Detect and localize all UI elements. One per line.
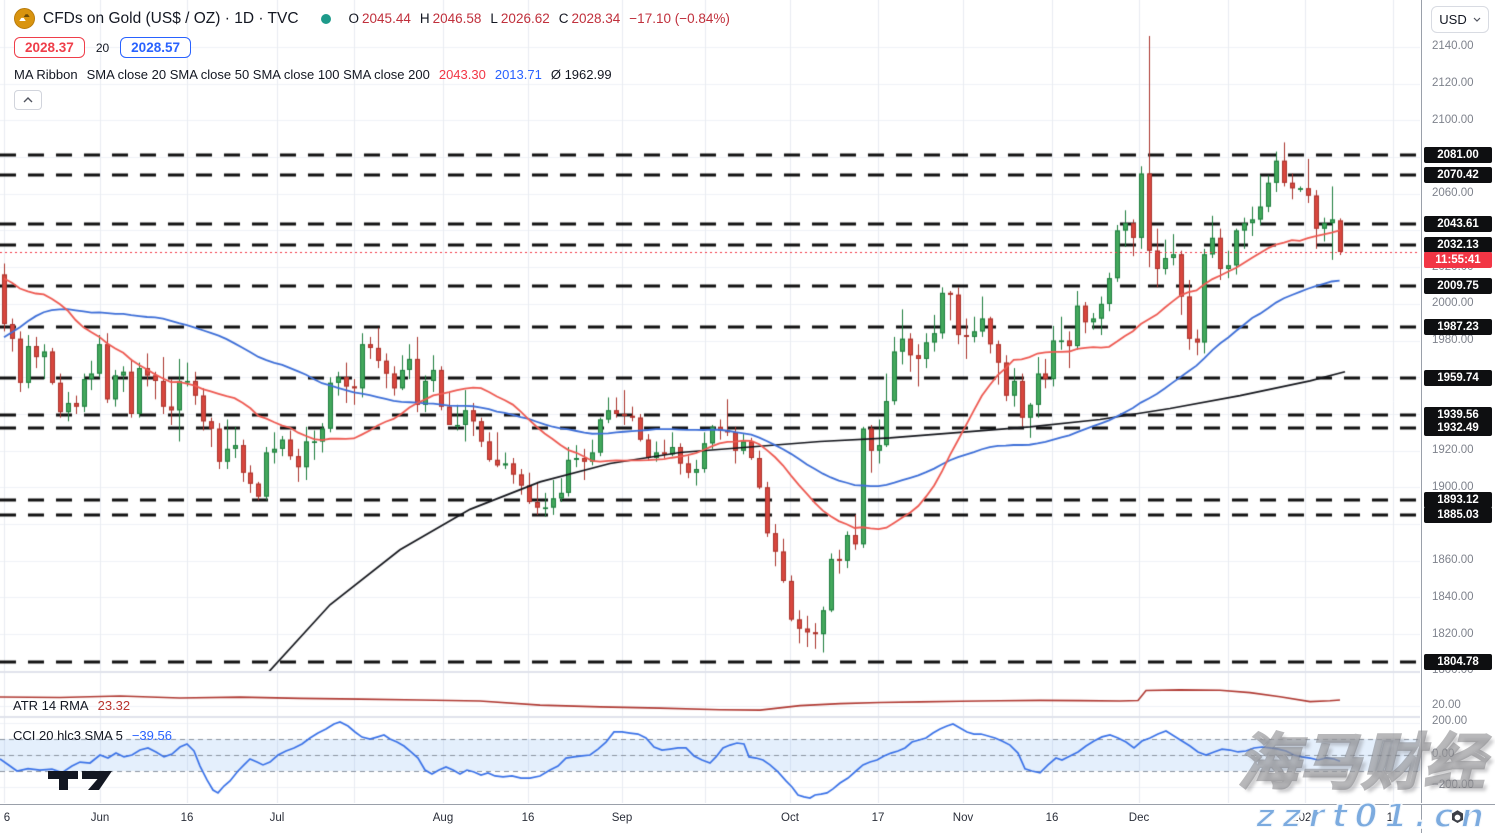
price-tick-label: 2060.00	[1432, 187, 1474, 199]
price-level-badge: 2009.75	[1424, 278, 1492, 294]
time-tick-label: 17	[871, 812, 885, 824]
price-tick-label: 2140.00	[1432, 40, 1474, 52]
price-level-badge: 1885.03	[1424, 507, 1492, 523]
price-tick-label: 1980.00	[1432, 334, 1474, 346]
price-level-badge: 2070.42	[1424, 167, 1492, 183]
time-tick-label: Sep	[611, 812, 633, 824]
atr-value: 23.32	[97, 698, 131, 713]
price-tick-label: 20.00	[1432, 699, 1461, 711]
sma-average-value: Ø 1962.99	[550, 67, 612, 82]
atr-pane-legend[interactable]: ATR 14 RMA 23.32	[13, 698, 130, 713]
price-level-badge: 1893.12	[1424, 492, 1492, 508]
market-status-dot	[320, 13, 331, 24]
price-level-badge: 2081.00	[1424, 147, 1492, 163]
price-level-badge: 2032.13	[1424, 237, 1492, 253]
currency-label: USD	[1439, 12, 1467, 27]
price-tick-label: 1820.00	[1432, 628, 1474, 640]
atr-label: ATR 14 RMA	[13, 698, 89, 713]
price-tick-label: 2000.00	[1432, 297, 1474, 309]
countdown-badge: 11:55:41	[1424, 252, 1492, 268]
price-tick-label: 0.00	[1432, 748, 1455, 760]
price-chart-canvas[interactable]	[0, 0, 1420, 803]
cci-pane-legend[interactable]: CCI 20 hlc3 SMA 5 −39.56	[13, 728, 172, 743]
change-value: −17.10 (−0.84%)	[629, 11, 730, 26]
indicator-legend[interactable]: MA Ribbon SMA close 20 SMA close 50 SMA …	[14, 67, 730, 82]
indicator-name: MA Ribbon	[14, 67, 78, 82]
symbol-legend: CFDs on Gold (US$ / OZ) · 1D · TVC O 2045…	[14, 8, 730, 110]
tradingview-logo[interactable]	[48, 771, 116, 791]
sma20-value: 2043.30	[438, 67, 486, 82]
price-axis[interactable]: USD 2140.002120.002100.002060.002020.002…	[1421, 0, 1495, 803]
time-tick-label: Oct	[781, 812, 799, 824]
price-tick-label: 1920.00	[1432, 444, 1474, 456]
time-tick-label: 6	[3, 812, 11, 824]
price-tick-label: 2120.00	[1432, 77, 1474, 89]
time-tick-label: 16	[1386, 812, 1400, 824]
buy-ask-button[interactable]: 2028.57	[120, 37, 191, 58]
price-tick-label: 2100.00	[1432, 114, 1474, 126]
time-axis[interactable]: 6 Jun 16 Jul Aug 16 Sep Oct 17 Nov 16 Dec 2024 16	[0, 804, 1495, 833]
sma50-value: 2013.71	[494, 67, 542, 82]
settings-gear-icon[interactable]	[1449, 809, 1466, 826]
sell-bid-button[interactable]: 2028.37	[14, 37, 85, 58]
price-level-badge: 1939.56	[1424, 407, 1492, 423]
time-tick-label: 2024	[1292, 812, 1318, 824]
price-level-badge: 1959.74	[1424, 370, 1492, 386]
time-tick-label: Jul	[269, 812, 285, 824]
price-level-badge: 1987.23	[1424, 319, 1492, 335]
currency-dropdown[interactable]: USD	[1431, 6, 1489, 33]
axis-corner	[1421, 805, 1495, 833]
symbol-title[interactable]: CFDs on Gold (US$ / OZ) · 1D · TVC	[43, 9, 299, 27]
price-tick-label: 200.00	[1432, 715, 1468, 727]
time-tick-label: Dec	[1128, 812, 1150, 824]
gold-symbol-icon	[14, 8, 35, 29]
price-level-badge: 1804.78	[1424, 654, 1492, 670]
chevron-down-icon	[1473, 17, 1481, 22]
time-tick-label: 16	[180, 812, 194, 824]
collapse-legend-button[interactable]	[14, 90, 42, 110]
price-tick-label: 1900.00	[1432, 481, 1474, 493]
price-level-badge: 2043.61	[1424, 216, 1492, 232]
spread-value: 20	[95, 40, 110, 55]
time-tick-label: 16	[1045, 812, 1059, 824]
cci-label: CCI 20 hlc3 SMA 5	[13, 728, 123, 743]
ohlc-values: O 2045.44 H 2046.58 L 2026.62 C 2028.34 −17.…	[348, 11, 730, 26]
cci-value: −39.56	[131, 728, 172, 743]
price-level-badge: 1932.49	[1424, 420, 1492, 436]
price-tick-label: 1860.00	[1432, 554, 1474, 566]
time-tick-label: Jun	[90, 812, 110, 824]
chevron-up-icon	[23, 97, 33, 103]
time-tick-label: Nov	[952, 812, 974, 824]
time-tick-label: 16	[521, 812, 535, 824]
price-tick-label: 1840.00	[1432, 591, 1474, 603]
indicator-params: SMA close 20 SMA close 50 SMA close 100 …	[86, 67, 430, 82]
price-tick-label: −200.00	[1432, 779, 1474, 791]
time-tick-label: Aug	[432, 812, 454, 824]
